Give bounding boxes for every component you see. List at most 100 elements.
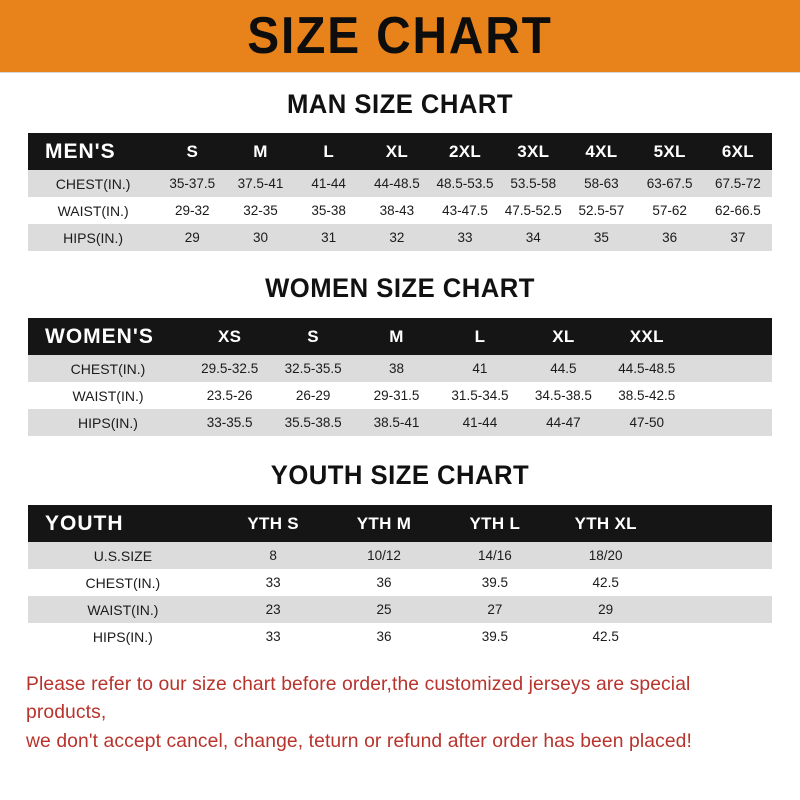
size-header-men-0: S xyxy=(186,141,199,161)
footer-line-2: we don't accept cancel, change, teturn o… xyxy=(26,729,692,752)
cell-women-1-5: 38.5-42.5 xyxy=(618,388,676,403)
table-header-row-women: WOMEN'S XS S M L XL XXL xyxy=(28,318,772,355)
cell-women-2-1: 35.5-38.5 xyxy=(284,415,342,430)
cell-youth-1-0: 33 xyxy=(265,575,281,590)
size-header-women-0: XS xyxy=(218,326,242,346)
page-banner: SIZE CHART xyxy=(0,0,800,73)
cell-men-1-2: 35-38 xyxy=(311,203,346,218)
cell-spacer xyxy=(661,569,772,596)
cell-youth-3-2: 39.5 xyxy=(481,629,508,644)
cell-men-0-7: 63-67.5 xyxy=(646,176,693,191)
size-header-youth-3: YTH XL xyxy=(574,513,637,533)
cell-youth-3-3: 42.5 xyxy=(592,629,619,644)
cell-women-2-4: 44-47 xyxy=(546,415,581,430)
size-header-spacer xyxy=(661,505,772,542)
table-row: CHEST(IN.) 35-37.5 37.5-41 41-44 44-48.5 48.5… xyxy=(28,170,772,197)
cell-men-1-0: 29-32 xyxy=(175,203,210,218)
size-header-men-7: 5XL xyxy=(653,141,686,161)
table-row: HIPS(IN.) 33 36 39.5 42.5 xyxy=(28,623,772,650)
cell-men-0-8: 67.5-72 xyxy=(714,176,761,191)
row-label-women-1: WAIST(IN.) xyxy=(72,387,144,404)
table-wrap-women: WOMEN'S XS S M L XL XXL CHEST(IN.) 29.5-32.5 32… xyxy=(28,318,772,436)
size-header-youth-0: YTH S xyxy=(247,513,299,533)
cell-youth-1-1: 36 xyxy=(376,575,392,590)
size-header-spacer xyxy=(689,318,773,355)
table-row: WAIST(IN.) 23 25 27 29 xyxy=(28,596,772,623)
cell-women-0-5: 44.5-48.5 xyxy=(618,361,676,376)
size-header-women-4: XL xyxy=(552,326,575,346)
table-body-youth: U.S.SIZE 8 10/12 14/16 18/20 CHEST(IN.) 33 36 3… xyxy=(28,542,772,650)
cell-men-1-7: 57-62 xyxy=(652,203,687,218)
cell-women-1-0: 23.5-26 xyxy=(206,388,253,403)
cell-youth-0-0: 8 xyxy=(269,548,277,563)
table-header-row-youth: YOUTH YTH S YTH M YTH L YTH XL xyxy=(28,505,772,542)
size-header-men-5: 3XL xyxy=(517,141,550,161)
cell-women-0-0: 29.5-32.5 xyxy=(201,361,259,376)
cell-men-1-5: 47.5-52.5 xyxy=(504,203,562,218)
size-header-youth-1: YTH M xyxy=(356,513,412,533)
row-label-youth-1: CHEST(IN.) xyxy=(85,574,161,591)
cell-men-0-3: 44-48.5 xyxy=(373,176,420,191)
cell-spacer xyxy=(689,355,773,382)
footer-line-1: Please refer to our size chart before or… xyxy=(26,673,691,724)
cell-youth-3-0: 33 xyxy=(265,629,281,644)
cell-youth-0-2: 14/16 xyxy=(477,548,512,563)
table-corner-label-women: WOMEN'S xyxy=(45,324,154,348)
cell-women-2-5: 47-50 xyxy=(629,415,665,430)
row-label-youth-2: WAIST(IN.) xyxy=(87,601,159,618)
cell-spacer xyxy=(689,409,773,436)
cell-youth-1-2: 39.5 xyxy=(481,575,508,590)
cell-youth-2-1: 25 xyxy=(376,602,392,617)
cell-men-1-8: 62-66.5 xyxy=(714,203,761,218)
table-row: CHEST(IN.) 33 36 39.5 42.5 xyxy=(28,569,772,596)
cell-women-0-2: 38 xyxy=(389,361,405,376)
cell-men-0-4: 48.5-53.5 xyxy=(436,176,494,191)
size-table-men: MEN'S S M L XL 2XL 3XL 4XL 5XL 6XL CHEST(IN.) 35-… xyxy=(28,133,772,251)
cell-women-0-1: 32.5-35.5 xyxy=(284,361,342,376)
row-label-youth-0: U.S.SIZE xyxy=(93,547,153,564)
size-header-women-5: XXL xyxy=(629,326,664,346)
size-table-women: WOMEN'S XS S M L XL XXL CHEST(IN.) 29.5-32.5 32… xyxy=(28,318,772,436)
cell-men-1-3: 38-43 xyxy=(379,203,415,218)
row-label-men-1: WAIST(IN.) xyxy=(57,202,129,219)
cell-women-1-1: 26-29 xyxy=(295,388,331,403)
cell-men-1-1: 32-35 xyxy=(243,203,278,218)
section-title-women: WOMEN SIZE CHART xyxy=(265,273,535,303)
cell-men-2-6: 35 xyxy=(593,230,609,245)
table-row: U.S.SIZE 8 10/12 14/16 18/20 xyxy=(28,542,772,569)
cell-men-0-2: 41-44 xyxy=(311,176,346,191)
cell-spacer xyxy=(661,623,772,650)
row-label-women-0: CHEST(IN.) xyxy=(70,360,146,377)
row-label-women-2: HIPS(IN.) xyxy=(78,414,138,431)
section-men: MAN SIZE CHART MEN'S S M L XL 2XL 3XL 4XL 5XL 6X… xyxy=(0,89,800,251)
section-title-youth: YOUTH SIZE CHART xyxy=(270,460,530,490)
table-body-women: CHEST(IN.) 29.5-32.5 32.5-35.5 38 41 44.5 44.5… xyxy=(28,355,772,436)
size-header-women-3: L xyxy=(474,326,486,346)
table-wrap-youth: YOUTH YTH S YTH M YTH L YTH XL U.S.SIZE 8 10/… xyxy=(28,505,772,650)
size-header-women-2: M xyxy=(389,326,404,346)
size-header-women-1: S xyxy=(307,326,319,346)
cell-men-0-1: 37.5-41 xyxy=(237,176,284,191)
size-header-men-3: XL xyxy=(385,141,409,161)
cell-men-2-1: 30 xyxy=(252,230,268,245)
cell-men-2-0: 29 xyxy=(184,230,200,245)
cell-women-2-2: 38.5-41 xyxy=(373,415,420,430)
table-corner-label-men: MEN'S xyxy=(45,139,116,163)
cell-spacer xyxy=(661,542,772,569)
cell-women-0-3: 41 xyxy=(472,361,488,376)
size-header-men-1: M xyxy=(253,141,268,161)
cell-youth-1-3: 42.5 xyxy=(592,575,619,590)
section-title-men: MAN SIZE CHART xyxy=(286,89,514,119)
cell-women-2-3: 41-44 xyxy=(462,415,498,430)
row-label-youth-3: HIPS(IN.) xyxy=(92,628,153,645)
table-wrap-men: MEN'S S M L XL 2XL 3XL 4XL 5XL 6XL CHEST(IN.) 35-… xyxy=(28,133,772,251)
row-label-men-2: HIPS(IN.) xyxy=(63,229,124,246)
size-table-youth: YOUTH YTH S YTH M YTH L YTH XL U.S.SIZE 8 10/… xyxy=(28,505,772,650)
cell-youth-2-2: 27 xyxy=(487,602,503,617)
cell-men-1-4: 43-47.5 xyxy=(442,203,488,218)
size-header-men-6: 4XL xyxy=(585,141,618,161)
cell-men-2-8: 37 xyxy=(730,230,746,245)
cell-women-1-3: 31.5-34.5 xyxy=(451,388,509,403)
size-header-youth-2: YTH L xyxy=(469,513,521,533)
